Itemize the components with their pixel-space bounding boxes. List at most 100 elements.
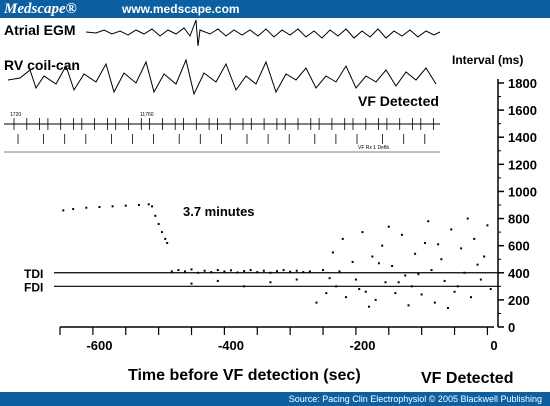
x-axis-title: Time before VF detection (sec) [128,367,361,384]
data-point [98,206,101,209]
source-credit: Source: Pacing Clin Electrophysiol © 200… [288,394,542,404]
y-axis: 0 200 400 600 800 1000 1200 1400 1600 1800 [497,76,537,335]
data-point [157,222,160,225]
data-point [256,271,259,274]
data-point [463,271,466,274]
data-point [322,269,325,272]
data-point [282,269,285,272]
tracing-panel: Atrial EGM RV coil-can 1720 11760 VF Rx … [4,19,441,153]
data-point [229,269,232,272]
data-point [446,307,449,310]
data-point [243,285,246,288]
data-point [315,301,318,304]
data-point [164,237,167,240]
data-point [453,290,456,293]
marker-label-end: VF Rx 1 Defib [358,145,389,151]
data-point [289,270,292,273]
y-tick-label: 200 [508,293,530,308]
data-point [479,278,482,281]
data-point [331,251,334,254]
interval-chart: Interval (ms) 0 200 400 600 800 1000 1200 1400 1… [24,53,537,387]
data-point [351,260,354,263]
x-axis: -600 -400 -200 0 [59,326,498,353]
reference-label: TDI [24,267,43,281]
y-tick-label: 0 [508,320,515,335]
data-point [410,285,413,288]
data-point [384,281,387,284]
data-point [391,265,394,267]
data-point [414,252,417,255]
data-point [433,301,436,304]
data-point [203,269,206,272]
data-point [443,279,446,282]
data-point [476,263,479,266]
data-point [358,288,361,291]
data-point [489,288,492,291]
x-tick-label: 0 [490,338,497,353]
data-point [236,271,239,274]
data-point [368,305,371,308]
data-point [407,304,410,307]
data-point [354,278,357,281]
data-point [374,298,377,301]
marker-ticks [13,118,435,144]
data-point [394,292,397,295]
y-tick-label: 1400 [508,130,537,145]
data-point [404,274,407,277]
site-url: www.medscape.com [122,2,240,16]
data-point [397,281,400,284]
data-point [473,237,476,240]
data-point [361,231,364,234]
data-point [210,271,213,274]
data-point [72,208,75,211]
data-point [154,214,157,217]
data-point [295,269,298,272]
data-point [190,268,193,271]
data-point [345,296,348,299]
data-point [430,269,433,272]
data-point [183,270,186,273]
data-point [62,209,65,212]
data-point [466,217,469,220]
marker-label-left: 1720 [10,112,21,118]
data-point [243,270,246,273]
rv-coil-can-label: RV coil-can [4,57,80,73]
y-tick-label: 1800 [508,76,537,91]
y-tick-label: 1600 [508,103,537,118]
data-point [335,285,338,288]
data-point [269,281,272,284]
x-tick-label: -400 [218,338,244,353]
data-point [371,255,374,258]
data-point [302,271,305,274]
data-point [325,292,328,295]
data-point [85,206,88,209]
footer-bar: Source: Pacing Clin Electrophysiol © 200… [0,392,550,406]
data-point [166,241,169,244]
medscape-logo: Medscape® [4,1,77,17]
vf-detected-tracing-label: VF Detected [358,93,439,109]
y-tick-label: 1000 [508,184,537,199]
header-bar: Medscape® www.medscape.com [0,0,550,18]
data-point [124,204,127,207]
y-axis-title: Interval (ms) [452,53,523,67]
reference-label: FDI [24,280,43,294]
y-tick-label: 600 [508,239,530,254]
rv-coil-can-trace [7,58,437,96]
x-tick-label: -600 [86,338,112,353]
chart-area: Atrial EGM RV coil-can 1720 11760 VF Rx … [4,19,537,387]
data-point [387,225,390,228]
data-point [249,269,252,272]
data-point [276,270,278,273]
data-point [483,255,486,258]
atrial-egm-trace [85,19,441,47]
data-point [400,233,403,236]
data-point [223,270,226,273]
duration-annotation: 3.7 minutes [183,204,255,219]
marker-label-right: 11760 [140,112,154,118]
y-tick-label: 1200 [508,157,537,172]
data-point [328,277,331,280]
data-point [469,296,472,299]
data-point [197,271,200,274]
data-point [137,204,140,206]
